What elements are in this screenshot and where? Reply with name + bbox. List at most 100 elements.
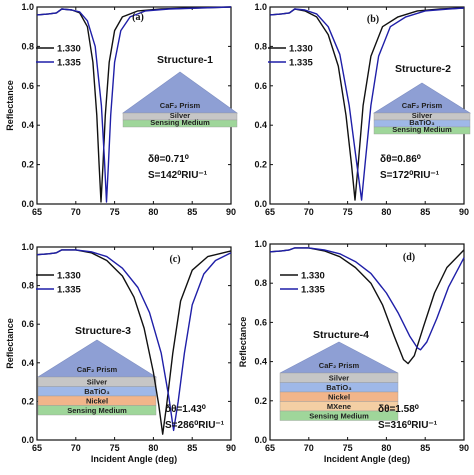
panel-tag: (b) (367, 14, 379, 25)
y-tick-label: 0.2 (254, 160, 267, 170)
panel-tag: (d) (403, 252, 415, 263)
y-tick-label: 1.0 (21, 242, 34, 252)
y-tick-label: 0.4 (254, 120, 267, 130)
x-tick-label: 85 (420, 443, 430, 453)
layer-label-prism: CaF₂ Prism (402, 101, 443, 110)
annotation-delta: δθ=0.71⁰ (148, 154, 189, 165)
annotation-sensitivity: S=286⁰RIU⁻¹ (165, 420, 225, 431)
x-tick-label: 70 (71, 443, 81, 453)
panel-4: 65 70 75 80 85 90 0.0 0.2 0.4 0.6 0.8 1.0 Incident A… (238, 239, 469, 464)
structure-title: Structure-1 (157, 54, 213, 66)
panel-2: 65 70 75 80 85 90 0.0 0.2 0.4 0.6 0.8 1.0 CaF₂ Prism… (254, 2, 472, 217)
layer-label-prism: CaF₂ Prism (77, 365, 118, 374)
plot-frame (36, 246, 232, 441)
panel-tag: (c) (169, 254, 180, 265)
y-tick-label: 0.0 (254, 435, 267, 445)
y-tick-label: 0.0 (21, 199, 34, 209)
x-tick-label: 85 (187, 207, 197, 217)
layer-label-5: Sensing Medium (309, 412, 369, 421)
x-tick-label: 65 (32, 443, 42, 453)
x-tick-label: 85 (187, 443, 197, 453)
layer-label-4: MXene (327, 402, 351, 411)
x-tick-label: 90 (459, 443, 469, 453)
layer-4 (37, 405, 157, 416)
y-tick-label: 0.0 (254, 199, 267, 209)
y-tick-label: 0.2 (254, 396, 267, 406)
structure-title: Structure-3 (75, 325, 131, 337)
y-tick-label: 0.6 (254, 81, 267, 91)
y-tick-label: 0.8 (21, 281, 34, 291)
x-tick-label: 75 (110, 207, 120, 217)
plot-frame (269, 6, 465, 205)
series-line-1.335 (36, 6, 232, 203)
x-axis-label: Incident Angle (deg) (324, 454, 410, 464)
layer-label-3: Nickel (86, 397, 108, 406)
y-tick-label: 0.6 (21, 81, 34, 91)
x-tick-label: 90 (226, 443, 236, 453)
y-tick-label: 0.2 (21, 396, 34, 406)
legend-label: 1.335 (57, 285, 81, 296)
x-tick-label: 90 (459, 207, 469, 217)
layer-label-prism: CaF₂ Prism (160, 101, 201, 110)
y-tick-label: 0.8 (21, 41, 34, 51)
x-tick-label: 85 (420, 207, 430, 217)
x-axis-label: Incident Angle (deg) (91, 454, 177, 464)
annotation-sensitivity: S=142⁰RIU⁻¹ (148, 170, 208, 181)
series-line-1.335 (36, 249, 232, 432)
y-tick-label: 0.0 (21, 435, 34, 445)
legend-label: 1.330 (57, 271, 81, 282)
layer-label-2: BaTiO₃ (84, 387, 110, 396)
y-tick-label: 0.6 (254, 317, 267, 327)
x-tick-label: 70 (71, 207, 81, 217)
layer-2 (122, 119, 238, 128)
y-tick-label: 0.8 (254, 41, 267, 51)
y-tick-label: 0.6 (21, 319, 34, 329)
x-tick-label: 70 (304, 207, 314, 217)
x-tick-label: 80 (381, 443, 391, 453)
y-tick-label: 0.4 (21, 358, 34, 368)
x-tick-label: 70 (304, 443, 314, 453)
legend-label: 1.335 (57, 58, 81, 69)
layer-label-1: Silver (329, 374, 350, 383)
annotation-sensitivity: S=316⁰RIU⁻¹ (378, 420, 438, 431)
x-tick-label: 65 (265, 443, 275, 453)
x-tick-label: 75 (343, 443, 353, 453)
y-tick-label: 1.0 (254, 2, 267, 12)
panel-tag: (a) (132, 12, 144, 23)
x-tick-label: 75 (343, 207, 353, 217)
legend-label: 1.330 (289, 44, 313, 55)
y-tick-label: 0.4 (21, 120, 34, 130)
legend-label: 1.330 (301, 271, 325, 282)
y-tick-label: 0.4 (254, 357, 267, 367)
layer-label-3: Sensing Medium (392, 125, 452, 134)
x-tick-label: 80 (148, 443, 158, 453)
legend-label: 1.335 (301, 285, 325, 296)
y-tick-label: 1.0 (21, 2, 34, 12)
layer-5 (279, 410, 399, 421)
structure-title: Structure-4 (313, 329, 369, 341)
layer-3 (373, 126, 471, 135)
layer-label-2: BaTiO₃ (409, 118, 435, 127)
layer-label-3: Nickel (328, 393, 350, 402)
x-tick-label: 80 (148, 207, 158, 217)
annotation-sensitivity: S=172⁰RIU⁻¹ (380, 170, 440, 181)
panel-1: 65 70 75 80 85 90 0.0 0.2 0.4 0.6 0.8 1.0 Reflectanc… (5, 2, 238, 217)
structure-title: Structure-2 (395, 63, 451, 75)
layer-label-prism: CaF₂ Prism (319, 361, 360, 370)
y-tick-label: 1.0 (254, 239, 267, 249)
series-line-1.335 (269, 7, 465, 201)
x-tick-label: 75 (110, 443, 120, 453)
legend-label: 1.330 (57, 44, 81, 55)
x-tick-label: 90 (226, 207, 236, 217)
layer-label-2: Sensing Medium (150, 118, 210, 127)
y-axis-label: Reflectance (238, 317, 248, 368)
y-axis-label: Reflectance (5, 80, 15, 131)
y-axis-label: Reflectance (5, 318, 15, 369)
panel-3: 65 70 75 80 85 90 0.0 0.2 0.4 0.6 0.8 1.0 Incident A… (5, 242, 236, 464)
plot-frame (36, 6, 232, 205)
layer-label-1: Silver (170, 111, 191, 120)
annotation-delta: δθ=1.43⁰ (165, 404, 206, 415)
annotation-delta: δθ=1.58⁰ (378, 404, 419, 415)
layer-label-4: Sensing Medium (67, 406, 127, 415)
